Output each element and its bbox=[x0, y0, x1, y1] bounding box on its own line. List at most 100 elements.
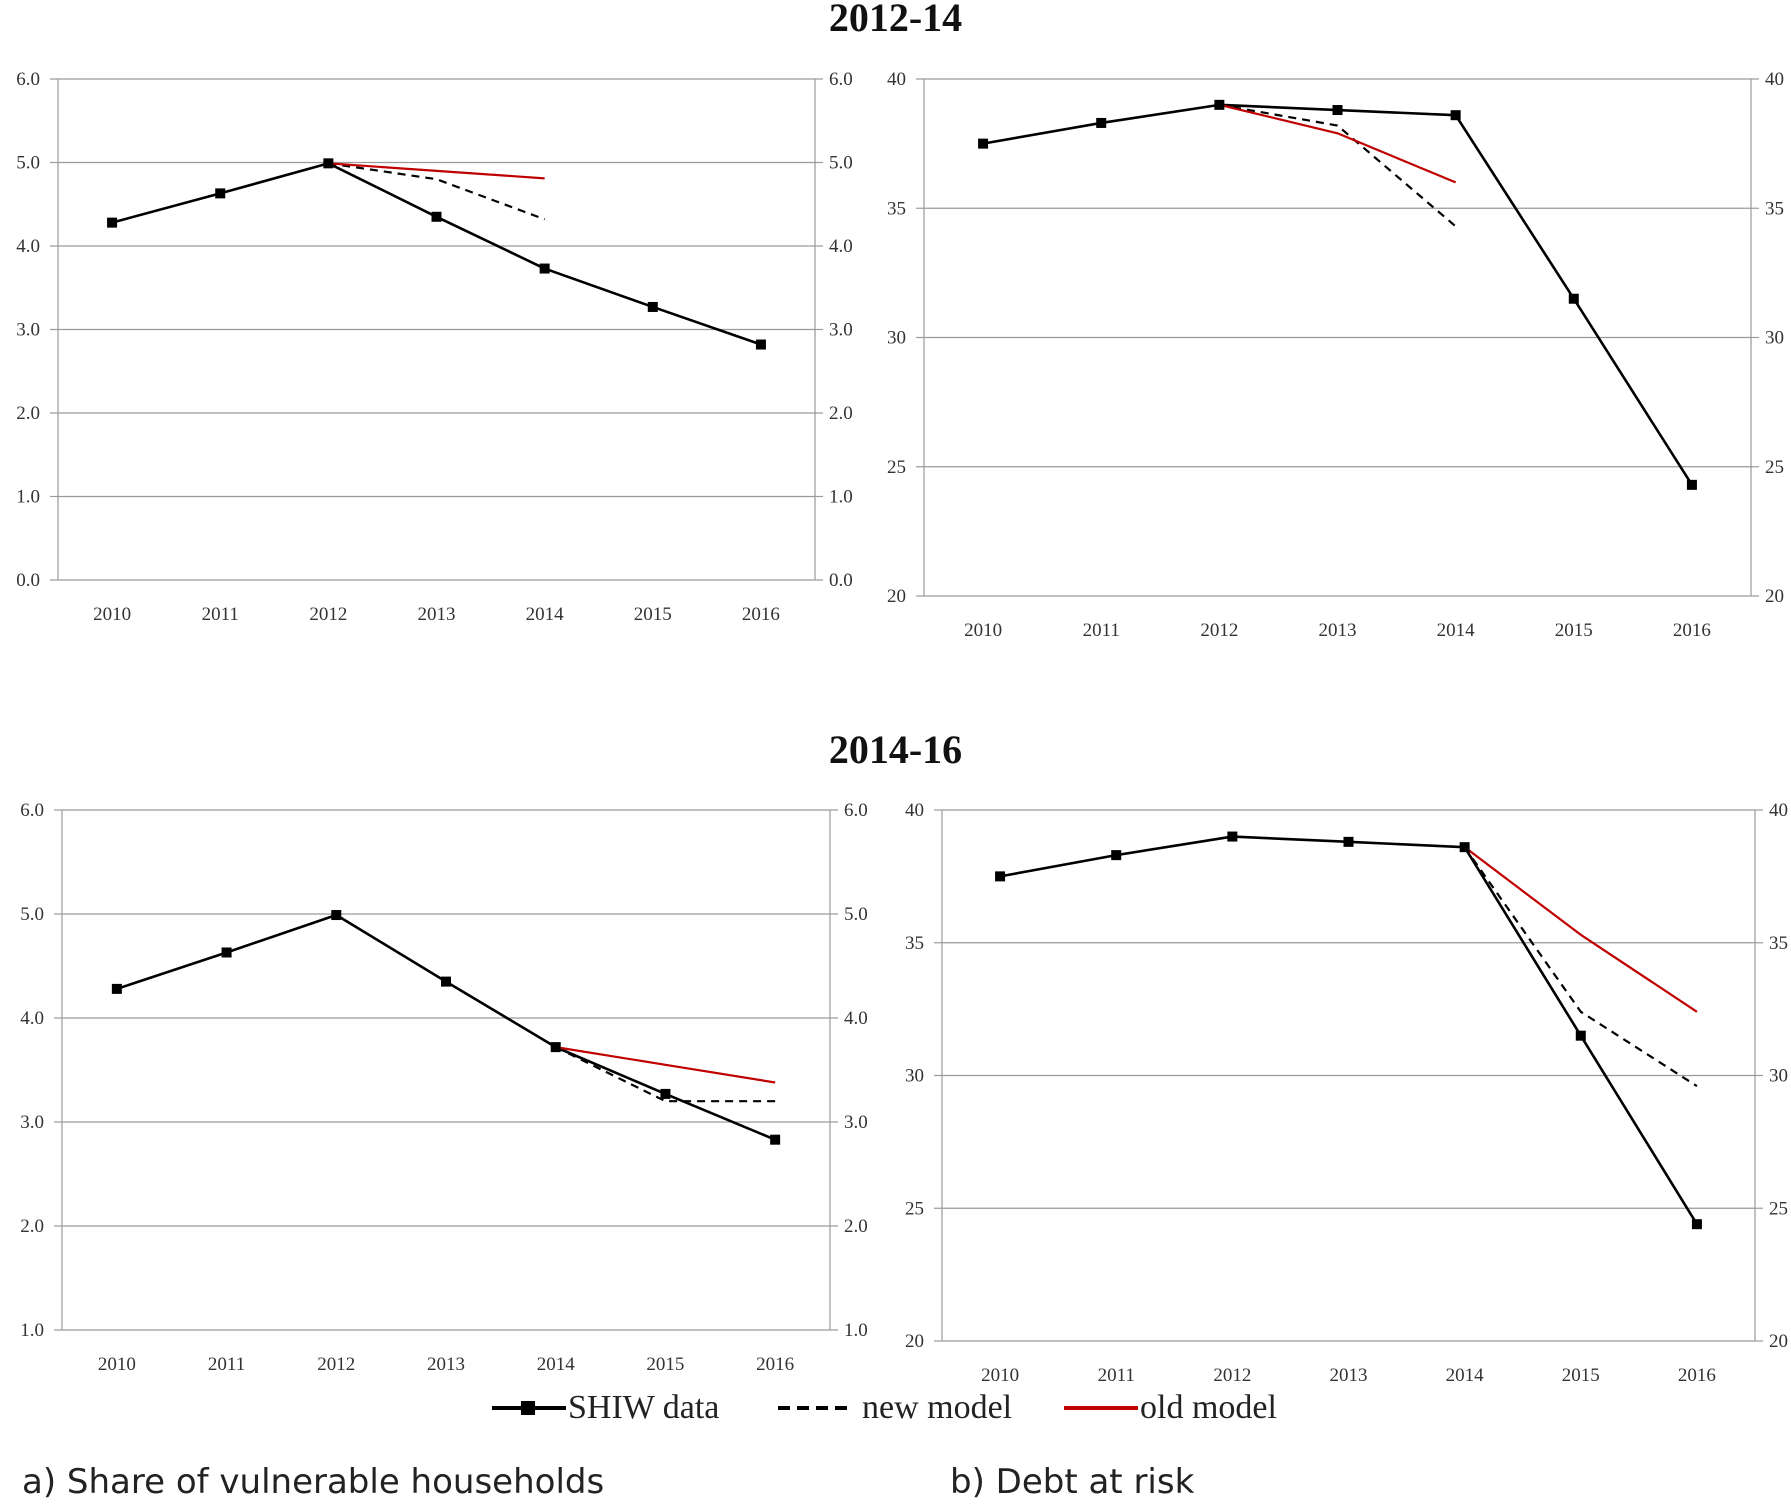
y-tick-label-right: 3.0 bbox=[844, 1112, 868, 1133]
data-point-shiw bbox=[1686, 479, 1697, 490]
y-tick-label-right: 35 bbox=[1769, 933, 1788, 954]
x-tick-label: 2012 bbox=[1200, 620, 1238, 641]
y-tick-label-left: 30 bbox=[905, 1066, 924, 1087]
y-tick-label-left: 2.0 bbox=[20, 1216, 44, 1237]
data-point-shiw bbox=[1214, 99, 1225, 110]
legend-label-shiw: SHIW data bbox=[568, 1389, 720, 1426]
series-line-new-model bbox=[1219, 103, 1457, 228]
y-tick-label-left: 3.0 bbox=[16, 320, 40, 341]
y-tick-label-left: 2.0 bbox=[16, 403, 40, 424]
data-point-shiw bbox=[770, 1134, 781, 1145]
data-point-shiw bbox=[1332, 105, 1343, 116]
y-tick-label-right: 1.0 bbox=[844, 1320, 868, 1341]
data-point-shiw bbox=[441, 976, 451, 987]
y-tick-label-left: 6.0 bbox=[20, 800, 44, 821]
legend-swatch-new-model bbox=[778, 1406, 852, 1410]
y-tick-label-left: 40 bbox=[887, 69, 906, 90]
y-tick-label-left: 3.0 bbox=[20, 1112, 44, 1133]
x-tick-label: 2010 bbox=[964, 620, 1002, 641]
series-line-old-model bbox=[555, 1046, 776, 1084]
y-tick-label-right: 30 bbox=[1769, 1066, 1788, 1087]
y-tick-label-left: 0.0 bbox=[16, 570, 40, 591]
x-tick-label: 2013 bbox=[418, 604, 456, 625]
x-tick-label: 2016 bbox=[742, 604, 780, 625]
y-tick-label-right: 6.0 bbox=[844, 800, 868, 821]
x-tick-label: 2010 bbox=[93, 604, 131, 625]
data-point-shiw bbox=[1343, 836, 1354, 847]
caption-a: a) Share of vulnerable households bbox=[22, 1462, 605, 1502]
section-title-2012-14: 2012-14 bbox=[828, 0, 963, 40]
x-tick-label: 2011 bbox=[1083, 620, 1120, 641]
legend: SHIW data new model old model bbox=[0, 1380, 1791, 1436]
x-tick-label: 2015 bbox=[1562, 1365, 1600, 1386]
x-tick-label: 2011 bbox=[208, 1354, 245, 1375]
series-line-shiw bbox=[116, 913, 776, 1141]
data-point-shiw bbox=[107, 217, 118, 228]
legend-item-new-model: new model bbox=[776, 1380, 1012, 1436]
caption-b: b) Debt at risk bbox=[950, 1462, 1195, 1502]
x-tick-label: 2013 bbox=[1319, 620, 1357, 641]
data-point-shiw bbox=[331, 910, 342, 921]
y-tick-label-left: 4.0 bbox=[20, 1008, 44, 1029]
y-tick-label-left: 20 bbox=[905, 1331, 924, 1352]
y-tick-label-right: 4.0 bbox=[829, 236, 853, 257]
data-point-shiw bbox=[647, 301, 658, 312]
x-tick-label: 2015 bbox=[634, 604, 672, 625]
chart-b-2014-16: 20 20 25 25 30 30 35 35 40 40 2010 2011 2012 2013 2014… bbox=[905, 800, 1788, 1386]
series-line-shiw bbox=[982, 103, 1694, 486]
y-tick-label-right: 5.0 bbox=[829, 153, 853, 174]
y-tick-label-left: 5.0 bbox=[20, 904, 44, 925]
data-point-shiw bbox=[323, 158, 334, 169]
y-tick-label-right: 2.0 bbox=[829, 403, 853, 424]
legend-swatch-shiw bbox=[492, 1401, 566, 1415]
x-tick-label: 2016 bbox=[1678, 1365, 1716, 1386]
x-tick-label: 2016 bbox=[1673, 620, 1711, 641]
data-point-shiw bbox=[221, 947, 232, 958]
x-tick-label: 2014 bbox=[1437, 620, 1476, 641]
x-tick-label: 2012 bbox=[1213, 1365, 1251, 1386]
series-line-old-model bbox=[1219, 103, 1457, 184]
x-tick-label: 2016 bbox=[756, 1354, 794, 1375]
y-tick-label-right: 2.0 bbox=[844, 1216, 868, 1237]
y-tick-label-right: 1.0 bbox=[829, 487, 853, 508]
series-line-new-model bbox=[1463, 846, 1698, 1088]
legend-swatch-old-model bbox=[1064, 1406, 1138, 1410]
y-tick-label-right: 35 bbox=[1765, 198, 1784, 219]
y-tick-label-right: 20 bbox=[1769, 1331, 1788, 1352]
y-tick-label-left: 35 bbox=[887, 198, 906, 219]
y-tick-label-right: 30 bbox=[1765, 328, 1784, 349]
data-point-shiw bbox=[1575, 1030, 1586, 1041]
data-point-shiw bbox=[550, 1042, 561, 1053]
data-point-shiw bbox=[111, 983, 122, 994]
section-title-2014-16: 2014-16 bbox=[828, 727, 963, 772]
data-point-shiw bbox=[1691, 1219, 1702, 1230]
x-tick-label: 2011 bbox=[202, 604, 239, 625]
x-tick-label: 2013 bbox=[427, 1354, 465, 1375]
series-line-new-model bbox=[328, 162, 546, 221]
x-tick-label: 2014 bbox=[526, 604, 565, 625]
legend-label-old-model: old model bbox=[1140, 1389, 1277, 1426]
y-tick-label-right: 5.0 bbox=[844, 904, 868, 925]
data-point-shiw bbox=[1459, 842, 1470, 853]
y-tick-label-left: 30 bbox=[887, 328, 906, 349]
y-tick-label-right: 0.0 bbox=[829, 570, 853, 591]
data-point-shiw bbox=[755, 339, 766, 350]
y-tick-label-left: 25 bbox=[905, 1198, 924, 1219]
data-point-shiw bbox=[539, 263, 550, 274]
y-tick-label-right: 25 bbox=[1765, 457, 1784, 478]
data-point-shiw bbox=[1111, 850, 1122, 861]
x-tick-label: 2012 bbox=[309, 604, 347, 625]
y-tick-label-right: 40 bbox=[1765, 69, 1784, 90]
legend-item-shiw: SHIW data bbox=[490, 1380, 719, 1436]
y-tick-label-right: 40 bbox=[1769, 800, 1788, 821]
y-tick-label-right: 6.0 bbox=[829, 69, 853, 90]
data-point-shiw bbox=[215, 188, 226, 199]
y-tick-label-left: 40 bbox=[905, 800, 924, 821]
chart-b-2012-14: 20 20 25 25 30 30 35 35 40 40 2010 2011 2012 2013 2014… bbox=[887, 69, 1784, 641]
data-point-shiw bbox=[660, 1088, 671, 1099]
series-line-old-model bbox=[1463, 846, 1698, 1013]
series-line-shiw bbox=[111, 162, 762, 346]
data-point-shiw bbox=[978, 138, 989, 149]
data-point-shiw bbox=[1450, 110, 1461, 121]
